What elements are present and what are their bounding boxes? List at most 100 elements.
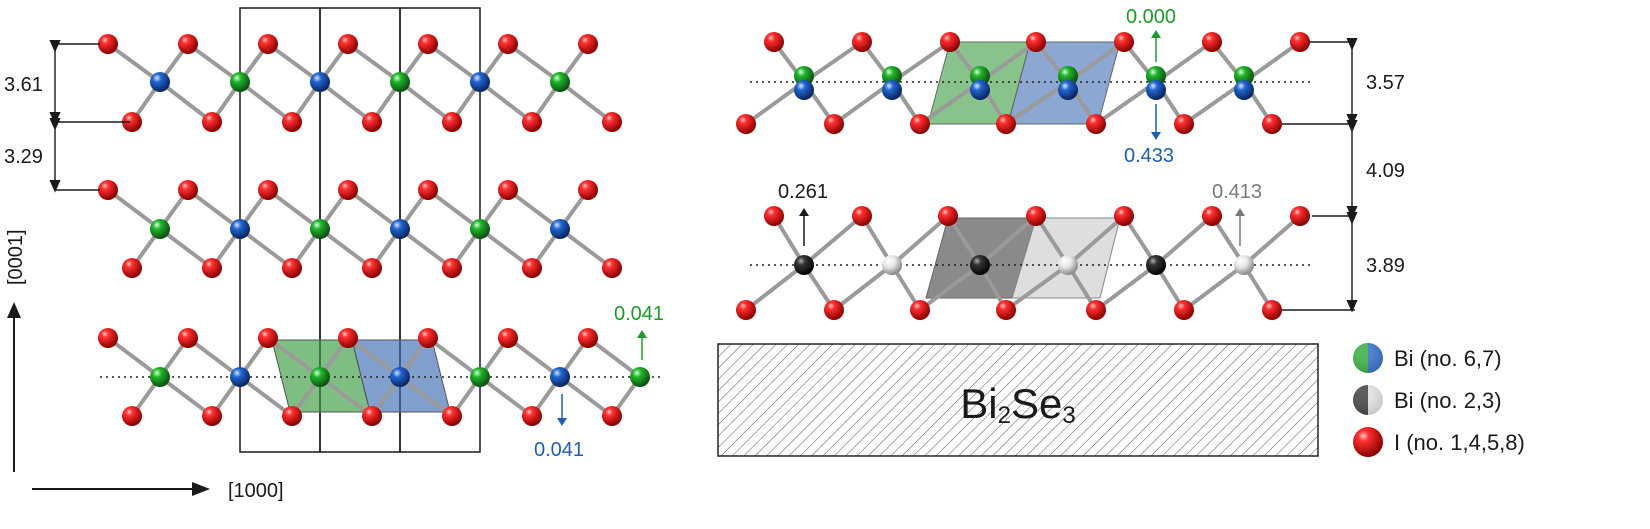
- iodine-atom: [1026, 32, 1046, 52]
- iodine-atom: [442, 112, 462, 132]
- bond: [478, 227, 534, 270]
- iodine-atom: [522, 258, 542, 278]
- bond: [106, 188, 162, 231]
- spacing-dimension-lines: [49, 40, 130, 193]
- right-spacing-dimension-lines: [1282, 38, 1358, 313]
- iodine-atom: [122, 258, 142, 278]
- iodine-atom: [258, 180, 278, 200]
- iodine-atom: [362, 258, 382, 278]
- bond: [398, 227, 454, 270]
- bond: [1242, 214, 1302, 267]
- bond: [1004, 80, 1070, 126]
- iodine-atom: [824, 300, 844, 320]
- top-blue-down-arrowhead: [1151, 132, 1161, 140]
- bond: [346, 336, 402, 379]
- iodine-atom: [282, 258, 302, 278]
- bi-blue-atom: [1234, 80, 1254, 100]
- bond: [1094, 80, 1158, 126]
- legend-label-iodine: I (no. 1,4,5,8): [1394, 430, 1525, 455]
- bi-green-atom: [310, 367, 330, 387]
- spacing-label-4-09: 4.09: [1366, 160, 1405, 182]
- iodine-atom: [940, 32, 960, 52]
- iodine-atom: [578, 328, 598, 348]
- bond: [558, 227, 614, 270]
- bond: [1004, 263, 1070, 312]
- bond: [832, 263, 894, 312]
- bi-green-atom: [794, 66, 814, 86]
- bi-black-atom: [1146, 255, 1166, 275]
- top-blue-displacement-label: 0.433: [1124, 145, 1174, 167]
- bond: [158, 375, 214, 418]
- bi-green-atom: [630, 367, 650, 387]
- bi-blue-atom: [390, 219, 410, 239]
- iodine-atom: [498, 180, 518, 200]
- bond: [802, 214, 864, 267]
- bi-blue-atom: [550, 219, 570, 239]
- bond: [318, 375, 374, 418]
- bond: [398, 375, 454, 418]
- green-displacement-label: 0.041: [614, 303, 664, 325]
- iodine-atom: [258, 34, 278, 54]
- bi-blue-atom: [882, 80, 902, 100]
- iodine-atom: [910, 114, 930, 134]
- bi-blue-atom: [470, 72, 490, 92]
- bond: [106, 336, 162, 379]
- substrate-label: Bi2Se3: [960, 380, 1075, 429]
- iodine-atom: [910, 300, 930, 320]
- bottom-grey-displacement-label: 0.413: [1212, 181, 1262, 203]
- green-up-arrowhead: [637, 330, 647, 338]
- iodine-atom: [498, 328, 518, 348]
- bi-white-atom: [882, 255, 902, 275]
- iodine-atom: [362, 406, 382, 426]
- bond: [186, 188, 242, 231]
- bi-green-atom: [1058, 66, 1078, 86]
- bi-green-atom: [550, 72, 570, 92]
- iodine-atom: [938, 206, 958, 226]
- right-atoms: [736, 32, 1310, 320]
- bond: [426, 42, 482, 84]
- horizontal-axis-label: [1000]: [228, 480, 284, 502]
- iodine-atom: [98, 34, 118, 54]
- iodine-atom: [602, 112, 622, 132]
- bottom-grey-up-arrowhead: [1235, 208, 1245, 216]
- iodine-atom: [178, 180, 198, 200]
- spacing-label-3-29: 3.29: [4, 146, 43, 168]
- bond: [506, 42, 562, 84]
- bond: [918, 80, 982, 126]
- iodine-atom: [98, 328, 118, 348]
- bi-green-atom: [150, 219, 170, 239]
- red-sphere-icon: [1353, 427, 1383, 457]
- iodine-atom: [1262, 300, 1282, 320]
- bi-blue-atom: [390, 367, 410, 387]
- legend-item-iodine: I (no. 1,4,5,8): [1353, 427, 1525, 457]
- bond: [478, 375, 534, 418]
- bond: [318, 227, 374, 270]
- bottom-black-up-arrowhead: [799, 208, 809, 216]
- iodine-atom: [1026, 206, 1046, 226]
- iodine-atom: [442, 258, 462, 278]
- right-structure-panel: 0.000 0.433 0.261 0.413 3.57 4.09 3.89 B…: [717, 6, 1405, 457]
- iodine-atom: [824, 114, 844, 134]
- bond: [890, 214, 950, 267]
- iodine-atom: [418, 34, 438, 54]
- iodine-atom: [1114, 32, 1134, 52]
- bi-white-atom: [1058, 255, 1078, 275]
- vertical-axis-arrowhead: [7, 302, 21, 318]
- iodine-atom: [764, 206, 784, 226]
- legend-label-bi-6-7: Bi (no. 6,7): [1394, 346, 1502, 371]
- iodine-atom: [736, 114, 756, 134]
- bi-green-atom: [230, 72, 250, 92]
- legend-item-bi-6-7: Bi (no. 6,7): [1353, 343, 1502, 373]
- blue-displacement-label: 0.041: [534, 439, 584, 461]
- bi-blue-atom: [1058, 80, 1078, 100]
- bi-blue-atom: [230, 219, 250, 239]
- legend-label-bi-2-3: Bi (no. 2,3): [1394, 388, 1502, 413]
- spacing-label-3-57: 3.57: [1366, 72, 1405, 94]
- iodine-atom: [98, 180, 118, 200]
- iodine-atom: [1086, 300, 1106, 320]
- bond: [918, 263, 982, 312]
- bi-blue-atom: [794, 80, 814, 100]
- iodine-atom: [122, 112, 142, 132]
- top-green-up-arrowhead: [1151, 30, 1161, 38]
